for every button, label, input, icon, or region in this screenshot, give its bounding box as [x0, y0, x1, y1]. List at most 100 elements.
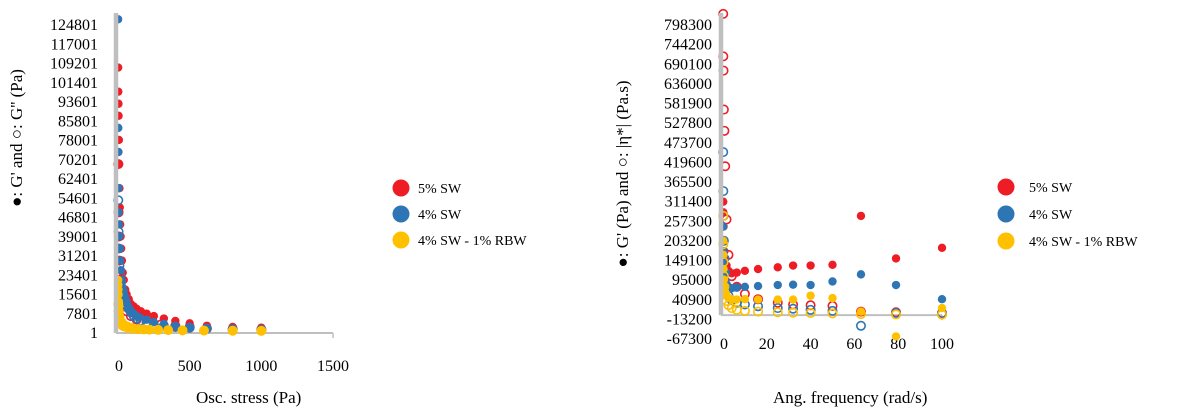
hollow-marker [805, 308, 816, 319]
y-tick-label: -67300 [667, 331, 712, 348]
y-tick-label: 527800 [664, 115, 712, 132]
y-tick-label: 23401 [58, 267, 98, 284]
x-tick-label: 20 [759, 336, 775, 353]
y-tick-label: 365500 [664, 174, 712, 191]
y-tick-label: 31201 [58, 248, 98, 265]
y-tick-label: 744200 [664, 37, 712, 54]
filled-marker [891, 332, 901, 341]
filled-marker [135, 313, 144, 322]
y-tick-label: 54601 [58, 190, 98, 207]
y-tick-label: 124801 [50, 17, 98, 34]
hollow-marker [772, 307, 783, 318]
filled-marker [788, 280, 798, 289]
hollow-marker [753, 306, 764, 317]
filled-marker [856, 211, 866, 221]
filled-marker [806, 280, 815, 290]
y-tick-label: 109201 [50, 56, 98, 73]
y-tick-label: 581900 [664, 96, 712, 113]
hollow-marker [805, 304, 816, 315]
y-tick-label: 203200 [664, 233, 712, 250]
filled-marker [199, 326, 209, 335]
x-tick-label: 80 [890, 336, 906, 353]
hollow-marker [772, 303, 783, 314]
filled-marker [753, 281, 763, 291]
filled-marker [806, 261, 815, 270]
y-tick-label: 798300 [664, 17, 712, 34]
filled-marker [145, 325, 154, 334]
legend-label: 5% SW [418, 182, 462, 197]
y-tick-label: 636000 [664, 76, 712, 93]
legend-label: 4% SW [1029, 208, 1073, 223]
legend-marker [997, 178, 1015, 196]
hollow-marker [855, 320, 866, 331]
hollow-marker [891, 309, 902, 320]
filled-marker [937, 303, 947, 313]
x-tick-label: 500 [178, 358, 202, 375]
legend-marker [392, 179, 410, 197]
hollow-marker [827, 308, 838, 319]
hollow-marker [739, 305, 750, 316]
filled-marker [891, 280, 901, 290]
y-tick-label: 690100 [664, 56, 712, 73]
filled-marker [142, 309, 151, 318]
y-tick-label: 40900 [672, 292, 712, 309]
filled-marker [788, 295, 798, 304]
filled-marker [828, 260, 837, 270]
x-axis-title: Osc. stress (Pa) [196, 388, 301, 407]
filled-marker [740, 294, 750, 304]
x-tick-label: 1000 [245, 358, 277, 375]
x-tick-label: 40 [803, 336, 819, 353]
filled-marker [806, 291, 815, 300]
y-tick-label: 257300 [664, 213, 712, 230]
filled-marker [773, 280, 782, 290]
y-tick-label: 93601 [58, 94, 98, 111]
y-tick-label: 419600 [664, 154, 712, 171]
x-axis-title: Ang. frequency (rad/s) [773, 388, 927, 407]
filled-marker [828, 293, 837, 303]
y-tick-label: 46801 [58, 210, 98, 227]
y-tick-label: 101401 [50, 75, 98, 92]
filled-marker [153, 325, 163, 334]
legend-marker [997, 232, 1015, 250]
y-tick-label: 1 [90, 325, 98, 342]
y-axis-title: ●: G' and ○: G'' (Pa) [7, 69, 26, 207]
hollow-marker [726, 303, 737, 314]
y-tick-label: -13200 [667, 311, 712, 328]
filled-marker [828, 277, 837, 286]
filled-marker [753, 295, 763, 304]
x-tick-label: 0 [720, 336, 728, 353]
y-tick-label: 15601 [58, 287, 98, 304]
legend-label: 5% SW [1029, 181, 1073, 196]
filled-marker [773, 295, 782, 304]
filled-marker [856, 270, 866, 279]
filled-marker [740, 282, 750, 291]
filled-marker [185, 322, 194, 332]
y-tick-label: 70201 [58, 152, 98, 169]
legend-marker [997, 205, 1015, 223]
filled-marker [891, 254, 901, 263]
filled-marker [753, 264, 763, 274]
filled-marker [856, 307, 866, 316]
filled-marker [171, 321, 180, 330]
filled-marker [773, 263, 782, 272]
legend-marker [392, 231, 410, 249]
filled-marker [178, 326, 187, 335]
filled-marker [788, 261, 798, 270]
x-tick-label: 0 [115, 358, 123, 375]
legend-label: 4% SW [418, 208, 462, 223]
y-tick-label: 473700 [664, 135, 712, 152]
y-tick-label: 85801 [58, 113, 98, 130]
y-tick-label: 117001 [51, 36, 98, 53]
legend-marker [392, 205, 410, 223]
x-tick-label: 1500 [317, 358, 349, 375]
y-tick-label: 95000 [672, 272, 712, 289]
y-tick-label: 7801 [66, 306, 98, 323]
filled-marker [257, 326, 266, 336]
filled-marker [740, 266, 750, 276]
y-tick-label: 39001 [58, 229, 98, 246]
hollow-marker [788, 303, 799, 314]
chart-left-stress-sweep: 1 7801 15601 23401 31201 39001 46801 54601 62401… [7, 13, 527, 407]
hollow-marker [788, 307, 799, 318]
y-tick-label: 311400 [665, 194, 712, 211]
